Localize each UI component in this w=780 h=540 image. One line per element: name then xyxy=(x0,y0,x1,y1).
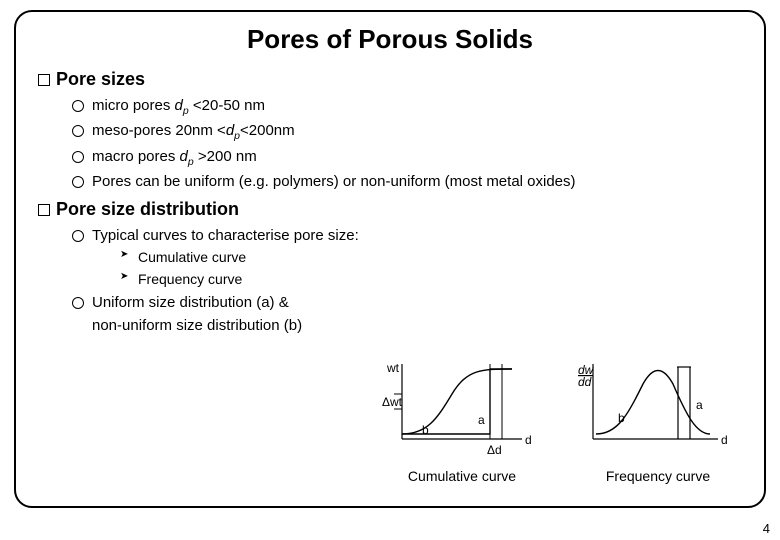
pore-dist-list: Typical curves to characterise pore size… xyxy=(72,224,432,337)
list-item: Pores can be uniform (e.g. polymers) or … xyxy=(72,170,742,193)
list-item: Cumulative curve xyxy=(120,247,432,269)
curve-types-list: Cumulative curve Frequency curve xyxy=(120,247,432,290)
slide-title: Pores of Porous Solids xyxy=(38,24,742,55)
section-heading-label: Pore sizes xyxy=(56,69,145,90)
svg-text:Δwt: Δwt xyxy=(382,395,403,409)
list-item: Typical curves to characterise pore size… xyxy=(72,224,432,291)
section-pore-dist: Pore size distribution xyxy=(38,199,742,220)
svg-text:wt: wt xyxy=(386,364,400,375)
svg-text:d: d xyxy=(721,433,728,447)
typical-label: Typical curves to characterise pore size… xyxy=(92,227,359,244)
list-item: macro pores dp >200 nm xyxy=(72,145,742,170)
square-bullet-icon xyxy=(38,204,50,216)
frequency-chart-block: dw dd b a d Frequency curve xyxy=(578,364,738,484)
frequency-caption: Frequency curve xyxy=(606,468,710,484)
frequency-chart: dw dd b a d xyxy=(578,364,738,464)
dist-line1: Uniform size distribution (a) & xyxy=(92,294,289,311)
cumulative-chart: wt Δwt b a Δd d xyxy=(382,364,542,464)
svg-text:a: a xyxy=(696,398,703,412)
list-item: Frequency curve xyxy=(120,269,432,291)
cumulative-chart-block: wt Δwt b a Δd d Cumulative curve xyxy=(382,364,542,484)
list-item: meso-pores 20nm <dp<200nm xyxy=(72,119,742,144)
svg-text:Δd: Δd xyxy=(487,443,502,457)
square-bullet-icon xyxy=(38,74,50,86)
list-item: micro pores dp <20-50 nm xyxy=(72,94,742,119)
svg-text:b: b xyxy=(618,411,625,425)
svg-text:a: a xyxy=(478,413,485,427)
pore-sizes-list: micro pores dp <20-50 nm meso-pores 20nm… xyxy=(72,94,742,193)
section-heading-label: Pore size distribution xyxy=(56,199,239,220)
slide-frame: Pores of Porous Solids Pore sizes micro … xyxy=(14,10,766,508)
charts-row: wt Δwt b a Δd d Cumulative curve dw dd b… xyxy=(382,364,738,484)
page-number: 4 xyxy=(763,521,770,536)
svg-text:dd: dd xyxy=(578,375,592,389)
svg-text:b: b xyxy=(422,423,429,437)
dist-line2: non-uniform size distribution (b) xyxy=(92,317,302,334)
section-pore-sizes: Pore sizes xyxy=(38,69,742,90)
cumulative-caption: Cumulative curve xyxy=(408,468,516,484)
svg-text:d: d xyxy=(525,433,532,447)
list-item: Uniform size distribution (a) & non-unif… xyxy=(72,291,432,338)
